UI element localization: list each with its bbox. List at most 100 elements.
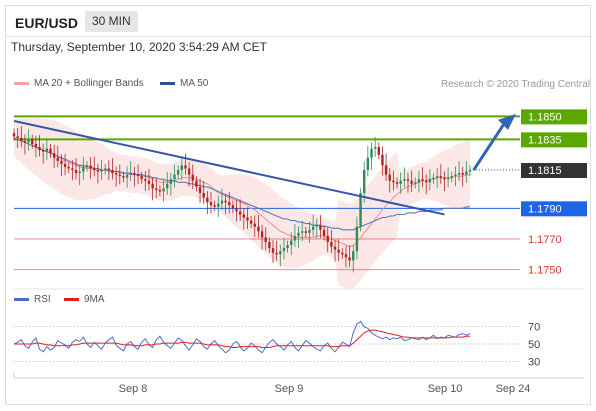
credit-text: Research © 2020 Trading Central <box>440 79 590 90</box>
legend-rsi: RSI <box>14 294 51 305</box>
candle-body <box>202 193 205 198</box>
candle-body <box>114 173 118 175</box>
candle-body <box>238 211 242 215</box>
candle-body <box>304 231 308 233</box>
ma20-line <box>13 137 470 248</box>
candle-body <box>268 242 271 249</box>
candle-body <box>443 177 446 180</box>
candle-body <box>82 166 85 172</box>
candle-body <box>293 235 297 241</box>
candle-body <box>136 174 140 177</box>
candle-body <box>180 165 184 171</box>
candle-body <box>282 248 286 252</box>
candle-body <box>279 251 282 255</box>
candle-body <box>213 205 216 207</box>
candle-body <box>242 214 246 218</box>
rsi-line <box>13 320 471 354</box>
candle-body <box>107 168 111 171</box>
candle-body <box>352 251 355 261</box>
legend-ma50-label: MA 50 <box>180 78 209 89</box>
candle-body <box>355 226 359 252</box>
candle-body <box>60 160 63 164</box>
candle-body <box>366 157 370 171</box>
candle-body <box>133 173 136 175</box>
candle-body <box>421 179 424 181</box>
candle-body <box>457 173 461 175</box>
rsi-swatch <box>14 297 29 301</box>
candle-body <box>377 147 380 155</box>
candle-body <box>96 170 100 172</box>
candle-body <box>300 231 304 233</box>
candle-body <box>465 171 468 175</box>
candle-body <box>12 133 16 137</box>
candle-body <box>257 226 260 232</box>
candle-body <box>275 252 278 255</box>
legend-rsi-label: RSI <box>34 294 51 305</box>
level-label-1.1750: 1.1750 <box>528 265 562 277</box>
candle-body <box>363 170 366 193</box>
candle-body <box>370 148 373 158</box>
candle-body <box>228 202 231 206</box>
level-label-1.1770: 1.1770 <box>528 234 562 246</box>
candle-body <box>381 154 384 166</box>
candle-body <box>125 174 129 178</box>
candle-body <box>169 179 173 184</box>
legend-9ma: 9MA <box>64 294 105 305</box>
timeframe-badge[interactable]: 30 MIN <box>85 11 138 32</box>
candle-body <box>63 163 67 167</box>
level-label-1.1790: 1.1790 <box>528 203 562 215</box>
candle-body <box>140 176 143 180</box>
level-label-box-1.1790 <box>521 201 587 217</box>
candle-body <box>235 208 238 212</box>
candle-body <box>461 173 464 175</box>
candle-body <box>52 153 56 158</box>
downtrend-line <box>13 120 445 216</box>
candle-body <box>373 147 377 149</box>
legend-ma20-label: MA 20 + Bollinger Bands <box>34 78 144 89</box>
candle-body <box>16 136 19 138</box>
candle-body <box>217 203 220 207</box>
candle-body <box>220 200 224 204</box>
candle-body <box>264 237 267 243</box>
candle-body <box>311 226 315 230</box>
candle-body <box>271 248 275 253</box>
candle-body <box>129 173 132 175</box>
candle-body <box>31 139 34 144</box>
candle-body <box>20 137 23 141</box>
rsi-level-label-50: 50 <box>528 339 540 351</box>
legend-9ma-label: 9MA <box>84 294 105 305</box>
candle-body <box>184 165 187 169</box>
candle-body <box>27 139 30 143</box>
forecast-arrow-head <box>498 113 516 130</box>
candle-body <box>450 176 453 178</box>
candle-body <box>384 165 388 175</box>
x-tick-label: Sep 8 <box>119 383 148 395</box>
candle-body <box>330 242 333 247</box>
candle-body <box>341 252 344 255</box>
candle-body <box>155 188 158 190</box>
candle-body <box>206 197 209 203</box>
candle-body <box>198 186 202 193</box>
level-label-1.1835: 1.1835 <box>528 134 562 146</box>
candle-body <box>308 229 311 233</box>
legend-ma20-bb: MA 20 + Bollinger Bands <box>14 78 144 89</box>
candle-body <box>253 223 256 227</box>
candle-body <box>432 177 435 180</box>
level-label-box-1.1850 <box>521 109 587 125</box>
candle-body <box>144 179 147 181</box>
level-label-1.1850: 1.1850 <box>528 111 562 123</box>
candle-body <box>34 143 38 148</box>
candle-body <box>176 170 180 175</box>
candle-body <box>49 148 52 154</box>
x-tick-label: Sep 9 <box>275 383 304 395</box>
bollinger-band <box>14 118 470 290</box>
candle-body <box>93 168 96 171</box>
candle-body <box>319 225 322 230</box>
candle-body <box>104 168 107 171</box>
candle-body <box>147 180 151 184</box>
candle-body <box>118 174 121 177</box>
candle-body <box>38 147 41 151</box>
x-tick-label: Sep 24 <box>496 383 531 395</box>
candle-body <box>111 170 114 174</box>
candle-body <box>173 174 176 180</box>
